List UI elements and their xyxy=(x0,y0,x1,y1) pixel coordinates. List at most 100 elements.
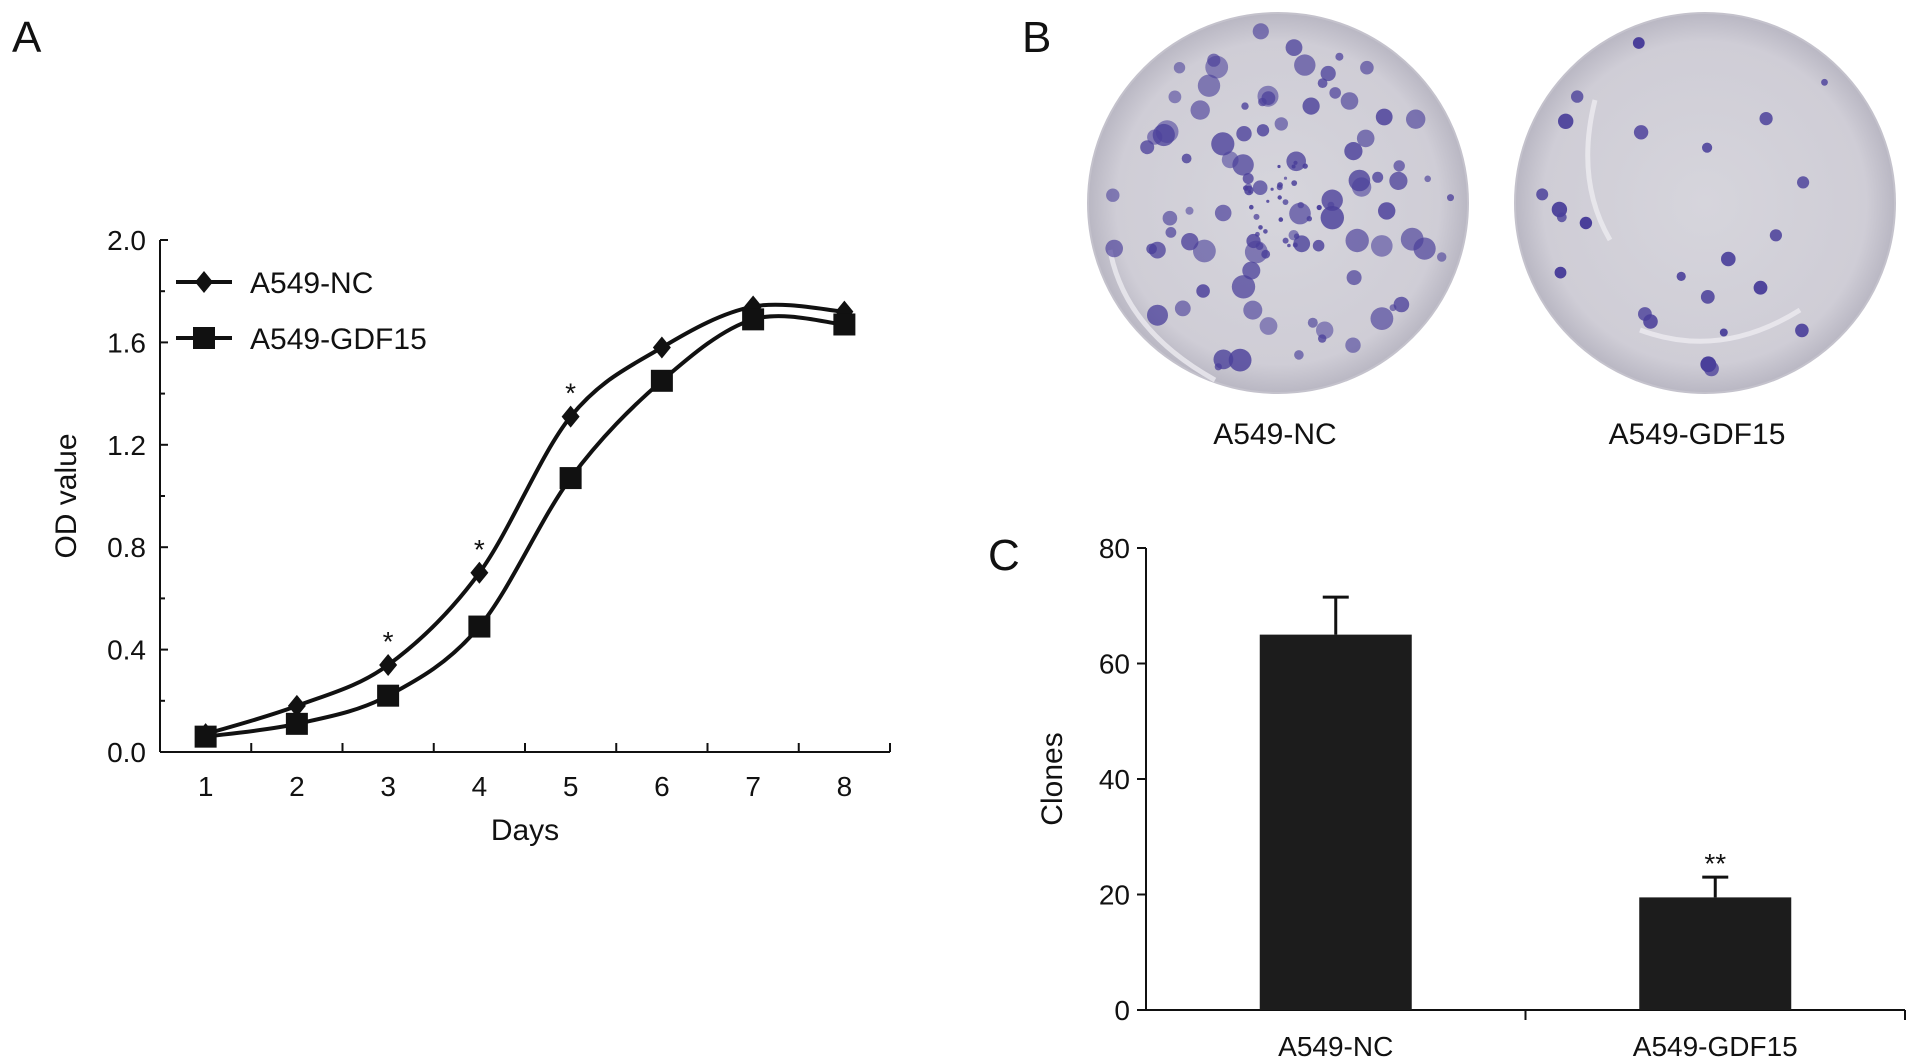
colony xyxy=(1282,237,1289,244)
colony xyxy=(1437,252,1447,262)
colony xyxy=(1393,296,1410,313)
colony xyxy=(1147,304,1168,326)
colony xyxy=(1643,314,1658,329)
x-tick-label: 7 xyxy=(745,771,761,802)
y-tick-label: 20 xyxy=(1099,880,1130,911)
panel-letter-a: A xyxy=(12,13,42,62)
colony xyxy=(1228,348,1252,372)
y-tick-label: 60 xyxy=(1099,649,1130,680)
colony-dish-gdf15 xyxy=(1514,12,1896,394)
line-chart-y-ticks: 0.0 0.4 0.8 1.2 1.6 2.0 xyxy=(107,225,168,768)
data-point-square xyxy=(468,615,491,638)
colony xyxy=(1307,317,1318,328)
colony xyxy=(1193,239,1216,263)
data-point-square xyxy=(377,684,400,707)
colony xyxy=(1263,229,1268,234)
colony xyxy=(1294,54,1316,76)
data-point-diamond xyxy=(561,405,580,428)
x-tick-label: 4 xyxy=(472,771,488,802)
legend-marker-square xyxy=(193,327,215,349)
colony xyxy=(1317,78,1328,88)
colony xyxy=(1321,189,1343,211)
colony xyxy=(1700,356,1717,373)
data-point-square xyxy=(742,308,765,331)
colony xyxy=(1759,112,1773,126)
colony xyxy=(1302,163,1308,169)
colony xyxy=(1185,206,1194,215)
line-chart-x-axis-label: Days xyxy=(491,814,559,847)
x-tick-label: 2 xyxy=(289,771,305,802)
colony xyxy=(1214,363,1222,371)
bar-nc xyxy=(1259,634,1412,1010)
x-tick-label: A549-NC xyxy=(1278,1031,1393,1062)
legend-label: A549-GDF15 xyxy=(250,323,427,356)
colony xyxy=(1424,175,1431,183)
colony xyxy=(1255,231,1260,237)
data-point-diamond xyxy=(287,694,306,717)
colony xyxy=(1316,204,1322,211)
colony xyxy=(1821,78,1828,86)
colony xyxy=(1291,164,1296,169)
colony xyxy=(1700,290,1715,304)
colony xyxy=(1105,239,1123,258)
data-point-square xyxy=(285,712,308,735)
significance-stars: ** xyxy=(1704,848,1726,879)
colony xyxy=(1389,171,1408,190)
colony xyxy=(1283,176,1288,180)
colony-dish-photos: A549-NC A549-GDF15 xyxy=(1087,12,1896,451)
colony xyxy=(1795,323,1809,338)
colony xyxy=(1375,108,1393,126)
colony xyxy=(1277,164,1281,169)
significance-star: * xyxy=(383,626,394,657)
colony xyxy=(1266,199,1270,203)
bar-chart-y-axis-label: Clones xyxy=(1036,732,1069,825)
colony xyxy=(1147,129,1163,145)
colony xyxy=(1306,216,1313,222)
colony xyxy=(1291,180,1298,187)
bar-chart-y-ticks: 0 20 40 60 80 xyxy=(1099,533,1146,1026)
y-tick-label: 80 xyxy=(1099,533,1130,564)
colony xyxy=(1293,160,1298,165)
colony xyxy=(1335,52,1344,61)
colony xyxy=(1302,97,1320,115)
colony xyxy=(1676,271,1686,281)
colony xyxy=(1285,39,1303,56)
x-tick-label: 5 xyxy=(563,771,579,802)
series-line-nc xyxy=(205,302,845,736)
colony xyxy=(1162,210,1178,226)
colony xyxy=(1287,243,1291,248)
colony xyxy=(1270,187,1274,191)
colony xyxy=(1348,169,1371,192)
colony xyxy=(1554,266,1567,279)
colony xyxy=(1719,328,1728,337)
colonies-nc xyxy=(1105,23,1454,372)
data-point-square xyxy=(833,313,856,336)
colony xyxy=(1294,350,1304,360)
y-tick-label: 1.2 xyxy=(107,430,146,461)
colony xyxy=(1558,113,1574,129)
colony xyxy=(1242,261,1261,280)
y-tick-label: 0.8 xyxy=(107,532,146,563)
colony xyxy=(1149,241,1166,259)
bar-chart-bars xyxy=(1259,634,1792,1010)
colony xyxy=(1293,235,1311,253)
significance-star: * xyxy=(565,378,576,409)
colony xyxy=(1360,60,1374,75)
colony xyxy=(1190,100,1210,120)
dish-label-gdf15: A549-GDF15 xyxy=(1609,418,1786,451)
colony xyxy=(1536,188,1549,201)
colony xyxy=(1221,151,1239,169)
colony xyxy=(1231,275,1256,299)
colony xyxy=(1292,242,1298,248)
colony xyxy=(1106,188,1120,202)
colony xyxy=(1393,160,1405,172)
colony xyxy=(1282,199,1289,206)
clones-bar-chart: 0 20 40 60 80 A549-NC A549-GDF15 ** Clones xyxy=(1036,533,1906,1062)
colony xyxy=(1340,92,1359,110)
colony xyxy=(1413,237,1436,260)
colony xyxy=(1346,270,1362,286)
significance-star: * xyxy=(474,534,485,565)
colony xyxy=(1214,204,1232,222)
colony xyxy=(1174,300,1191,317)
line-chart-markers xyxy=(194,295,856,748)
